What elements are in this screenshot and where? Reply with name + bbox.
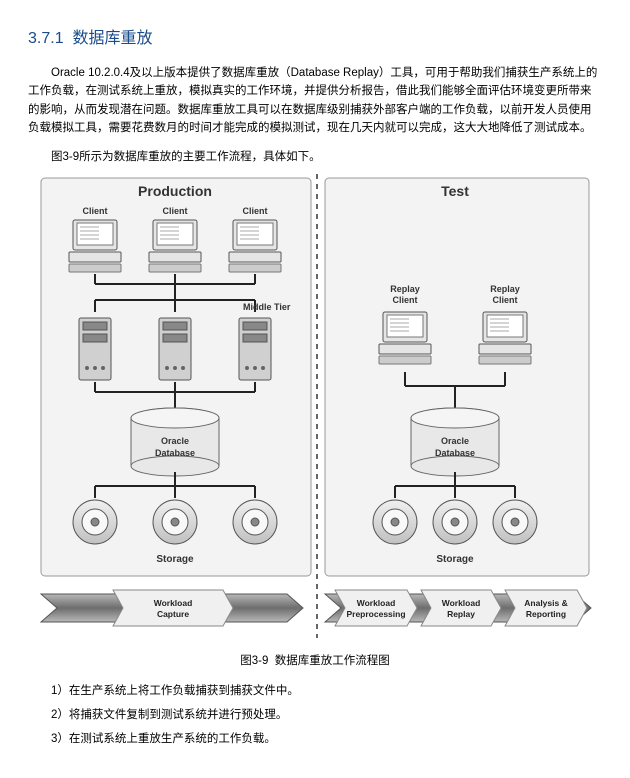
svg-text:Analysis &: Analysis & <box>524 598 567 608</box>
svg-text:Client: Client <box>82 206 107 216</box>
database-replay-diagram: Production Test Client Client Client Mid… <box>35 172 595 642</box>
step-3: 3）在测试系统上重放生产系统的工作负载。 <box>28 730 602 746</box>
svg-text:Replay: Replay <box>390 284 420 294</box>
step-2: 2）将捕获文件复制到测试系统并进行预处理。 <box>28 706 602 722</box>
section-heading: 3.7.1 数据库重放 <box>28 24 602 48</box>
caption-text: 数据库重放工作流程图 <box>275 655 390 667</box>
svg-text:Database: Database <box>435 448 475 458</box>
svg-text:Oracle: Oracle <box>441 436 469 446</box>
svg-text:Preprocessing: Preprocessing <box>346 609 405 619</box>
caption-prefix: 图3-9 <box>240 655 268 667</box>
svg-text:Client: Client <box>242 206 267 216</box>
svg-text:Workload: Workload <box>442 598 481 608</box>
svg-text:Oracle: Oracle <box>161 436 189 446</box>
section-title-text: 数据库重放 <box>72 30 152 47</box>
svg-text:Middle Tier: Middle Tier <box>243 302 291 312</box>
section-number: 3.7.1 <box>28 30 64 47</box>
svg-text:Reporting: Reporting <box>526 609 566 619</box>
figure-intro: 图3-9所示为数据库重放的主要工作流程，具体如下。 <box>28 148 602 164</box>
svg-text:Production: Production <box>138 183 212 199</box>
svg-text:Replay: Replay <box>447 609 475 619</box>
figure-caption: 图3-9 数据库重放工作流程图 <box>28 652 602 668</box>
svg-text:Workload: Workload <box>357 598 396 608</box>
figure-3-9: Production Test Client Client Client Mid… <box>35 172 595 642</box>
svg-text:Storage: Storage <box>156 554 194 565</box>
svg-text:Capture: Capture <box>157 609 189 619</box>
svg-text:Client: Client <box>162 206 187 216</box>
svg-text:Replay: Replay <box>490 284 520 294</box>
svg-text:Client: Client <box>492 295 517 305</box>
svg-text:Storage: Storage <box>436 554 474 565</box>
svg-text:Workload: Workload <box>154 598 193 608</box>
svg-text:Test: Test <box>441 183 469 199</box>
svg-text:Client: Client <box>392 295 417 305</box>
svg-text:Database: Database <box>155 448 195 458</box>
paragraph-1: Oracle 10.2.0.4及以上版本提供了数据库重放（Database Re… <box>28 64 602 138</box>
step-1: 1）在生产系统上将工作负载捕获到捕获文件中。 <box>28 682 602 698</box>
